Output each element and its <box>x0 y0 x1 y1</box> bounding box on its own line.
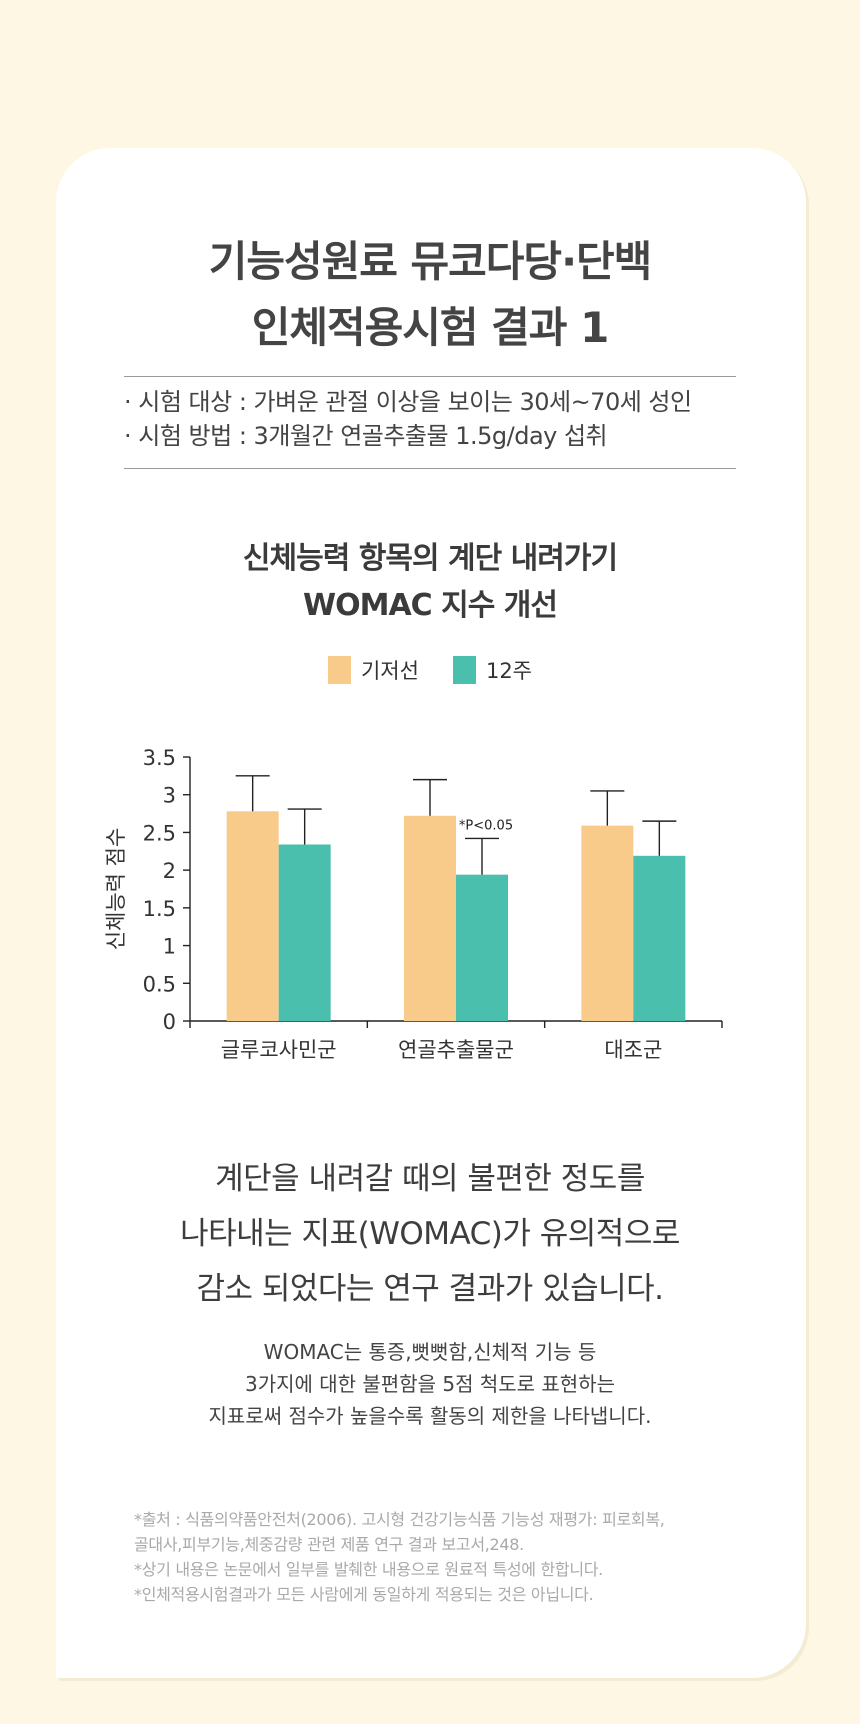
womac-description-line1: WOMAC는 통증,뻣뻣함,신체적 기능 등 <box>263 1340 597 1364</box>
chart-title: 신체능력 항목의 계단 내려가기 <box>242 541 618 576</box>
result-message-line2: 나타내는 지표(WOMAC)가 유의적으로 <box>180 1216 680 1252</box>
y-tick-label: 3.5 <box>143 746 176 770</box>
y-tick-label: 2 <box>163 859 176 883</box>
y-axis-label: 신체능력 점수 <box>104 828 128 951</box>
y-tick-label: 3 <box>163 784 176 808</box>
bar-12week <box>456 874 508 1021</box>
trial-method: · 시험 방법 : 3개월간 연골추출물 1.5g/day 섭취 <box>124 422 608 450</box>
page-title-line2: 인체적용시험 결과 1 <box>251 303 610 352</box>
y-tick-label: 1.5 <box>143 897 176 921</box>
result-message-line1: 계단을 내려갈 때의 불편한 정도를 <box>215 1161 645 1197</box>
y-tick-label: 2.5 <box>143 821 176 845</box>
bar-baseline <box>226 811 279 1021</box>
legend-item-12week: 12주 <box>452 655 532 685</box>
bar-12week <box>633 855 686 1021</box>
trial-subject: · 시험 대상 : 가벼운 관절 이상을 보이는 30세~70세 성인 <box>124 388 692 416</box>
y-tick-label: 1 <box>163 935 176 959</box>
y-tick-label: 0 <box>163 1010 176 1034</box>
category-label: 연골추출물군 <box>398 1038 514 1062</box>
divider-bottom <box>124 468 736 469</box>
legend-item-baseline: 기저선 <box>327 655 419 685</box>
bar-12week <box>278 844 331 1021</box>
footnote-disclaimer-1: *상기 내용은 논문에서 일부를 발췌한 내용으로 원료적 특성에 한합니다. <box>134 1560 603 1579</box>
chart-legend: 기저선 12주 <box>0 655 860 685</box>
womac-description-line2: 3가지에 대한 불편함을 5점 척도로 표현하는 <box>244 1372 616 1396</box>
footnote-source-cont: 골대사,피부기능,체중감량 관련 제품 연구 결과 보고서,248. <box>134 1535 524 1554</box>
y-tick-label: 0.5 <box>143 972 176 996</box>
womac-description-line3: 지표로써 점수가 높을수록 활동의 제한을 나타냅니다. <box>208 1404 652 1428</box>
bar-baseline <box>404 815 456 1021</box>
footnote-source: *출처 : 식품의약품안전처(2006). 고시형 건강기능식품 기능성 재평가… <box>134 1510 665 1529</box>
category-label: 글루코사민군 <box>221 1038 337 1062</box>
legend-label-baseline: 기저선 <box>360 659 419 683</box>
category-label: 대조군 <box>604 1038 662 1062</box>
chart-subtitle: WOMAC 지수 개선 <box>303 588 558 623</box>
page-title-line1: 기능성원료 뮤코다당·단백 <box>208 237 653 286</box>
legend-swatch-12week <box>452 656 476 684</box>
result-message-line3: 감소 되었다는 연구 결과가 있습니다. <box>196 1271 664 1307</box>
divider-top <box>124 376 736 377</box>
footnote-disclaimer-2: *인체적용시험결과가 모든 사람에게 동일하게 적용되는 것은 아닙니다. <box>134 1585 594 1604</box>
legend-swatch-baseline <box>327 656 351 684</box>
significance-annotation: *P<0.05 <box>459 818 513 833</box>
bar-baseline <box>581 825 634 1021</box>
legend-label-12week: 12주 <box>485 659 532 683</box>
